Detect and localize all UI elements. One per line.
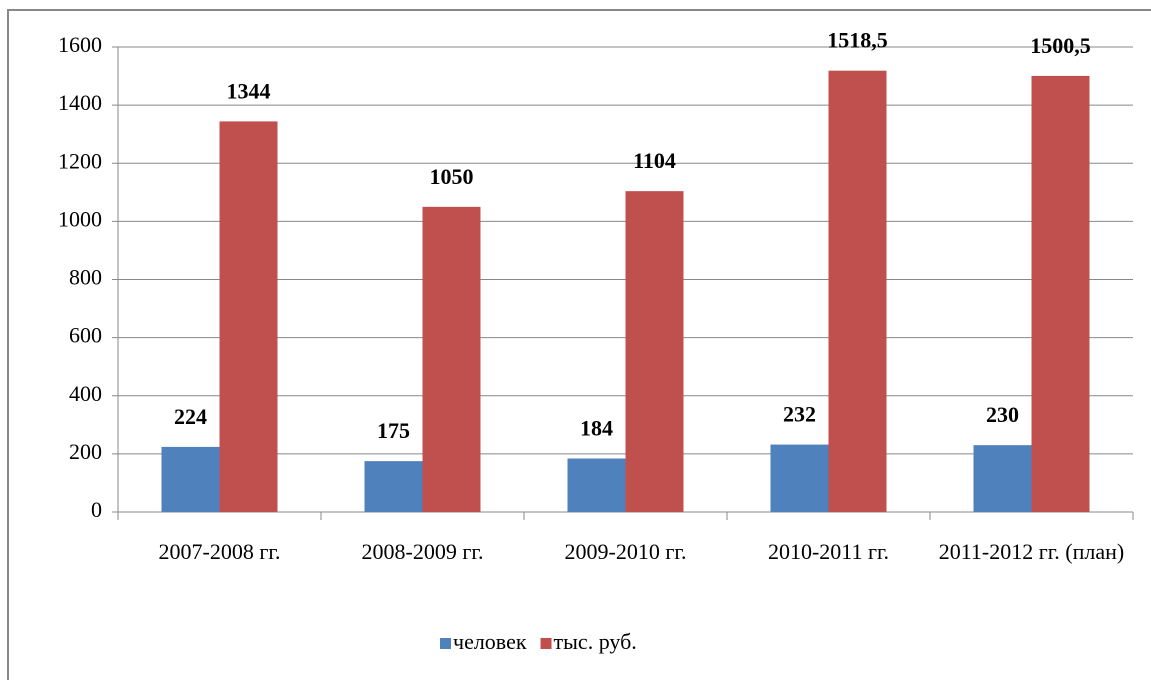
y-tick-label: 600: [69, 323, 102, 348]
y-tick-label: 1400: [58, 90, 102, 115]
bar: [422, 206, 481, 512]
y-tick-label: 400: [69, 381, 102, 406]
y-tick-label: 200: [69, 439, 102, 464]
y-tick-label: 1200: [58, 148, 102, 173]
x-tick-label: 2010-2011 гг.: [767, 539, 890, 564]
data-label: 184: [580, 416, 613, 441]
y-tick-label: 0: [91, 497, 102, 522]
bar: [828, 70, 887, 512]
data-label: 1518,5: [827, 28, 888, 53]
data-label: 175: [377, 418, 410, 443]
y-tick-label: 1000: [58, 206, 102, 231]
data-label: 1344: [227, 78, 271, 103]
bar: [567, 458, 626, 512]
bar: [1031, 75, 1090, 513]
data-label: 232: [783, 402, 816, 427]
legend-label: тыс. руб.: [554, 629, 637, 654]
x-tick-label: 2009-2010 гг.: [564, 539, 687, 564]
y-tick-label: 800: [69, 265, 102, 290]
data-label: 1104: [633, 148, 676, 173]
legend-swatch: [440, 638, 451, 649]
bar: [973, 445, 1032, 512]
data-label: 1050: [430, 164, 474, 189]
legend-label: человек: [453, 629, 527, 654]
x-tick-label: 2008-2009 гг.: [361, 539, 484, 564]
chart-frame: [7, 9, 1151, 680]
legend-swatch: [540, 638, 552, 649]
bar: [364, 461, 423, 512]
data-label: 224: [174, 404, 207, 429]
bar: [161, 446, 220, 512]
data-label: 1500,5: [1030, 33, 1091, 58]
data-label: 230: [986, 402, 1019, 427]
bar: [770, 444, 829, 512]
x-tick-label: 2011-2012 гг. (план): [938, 539, 1125, 564]
bar: [625, 191, 684, 512]
bar: [219, 121, 278, 513]
y-tick-label: 1600: [58, 32, 102, 57]
x-tick-label: 2007-2008 гг.: [158, 539, 281, 564]
